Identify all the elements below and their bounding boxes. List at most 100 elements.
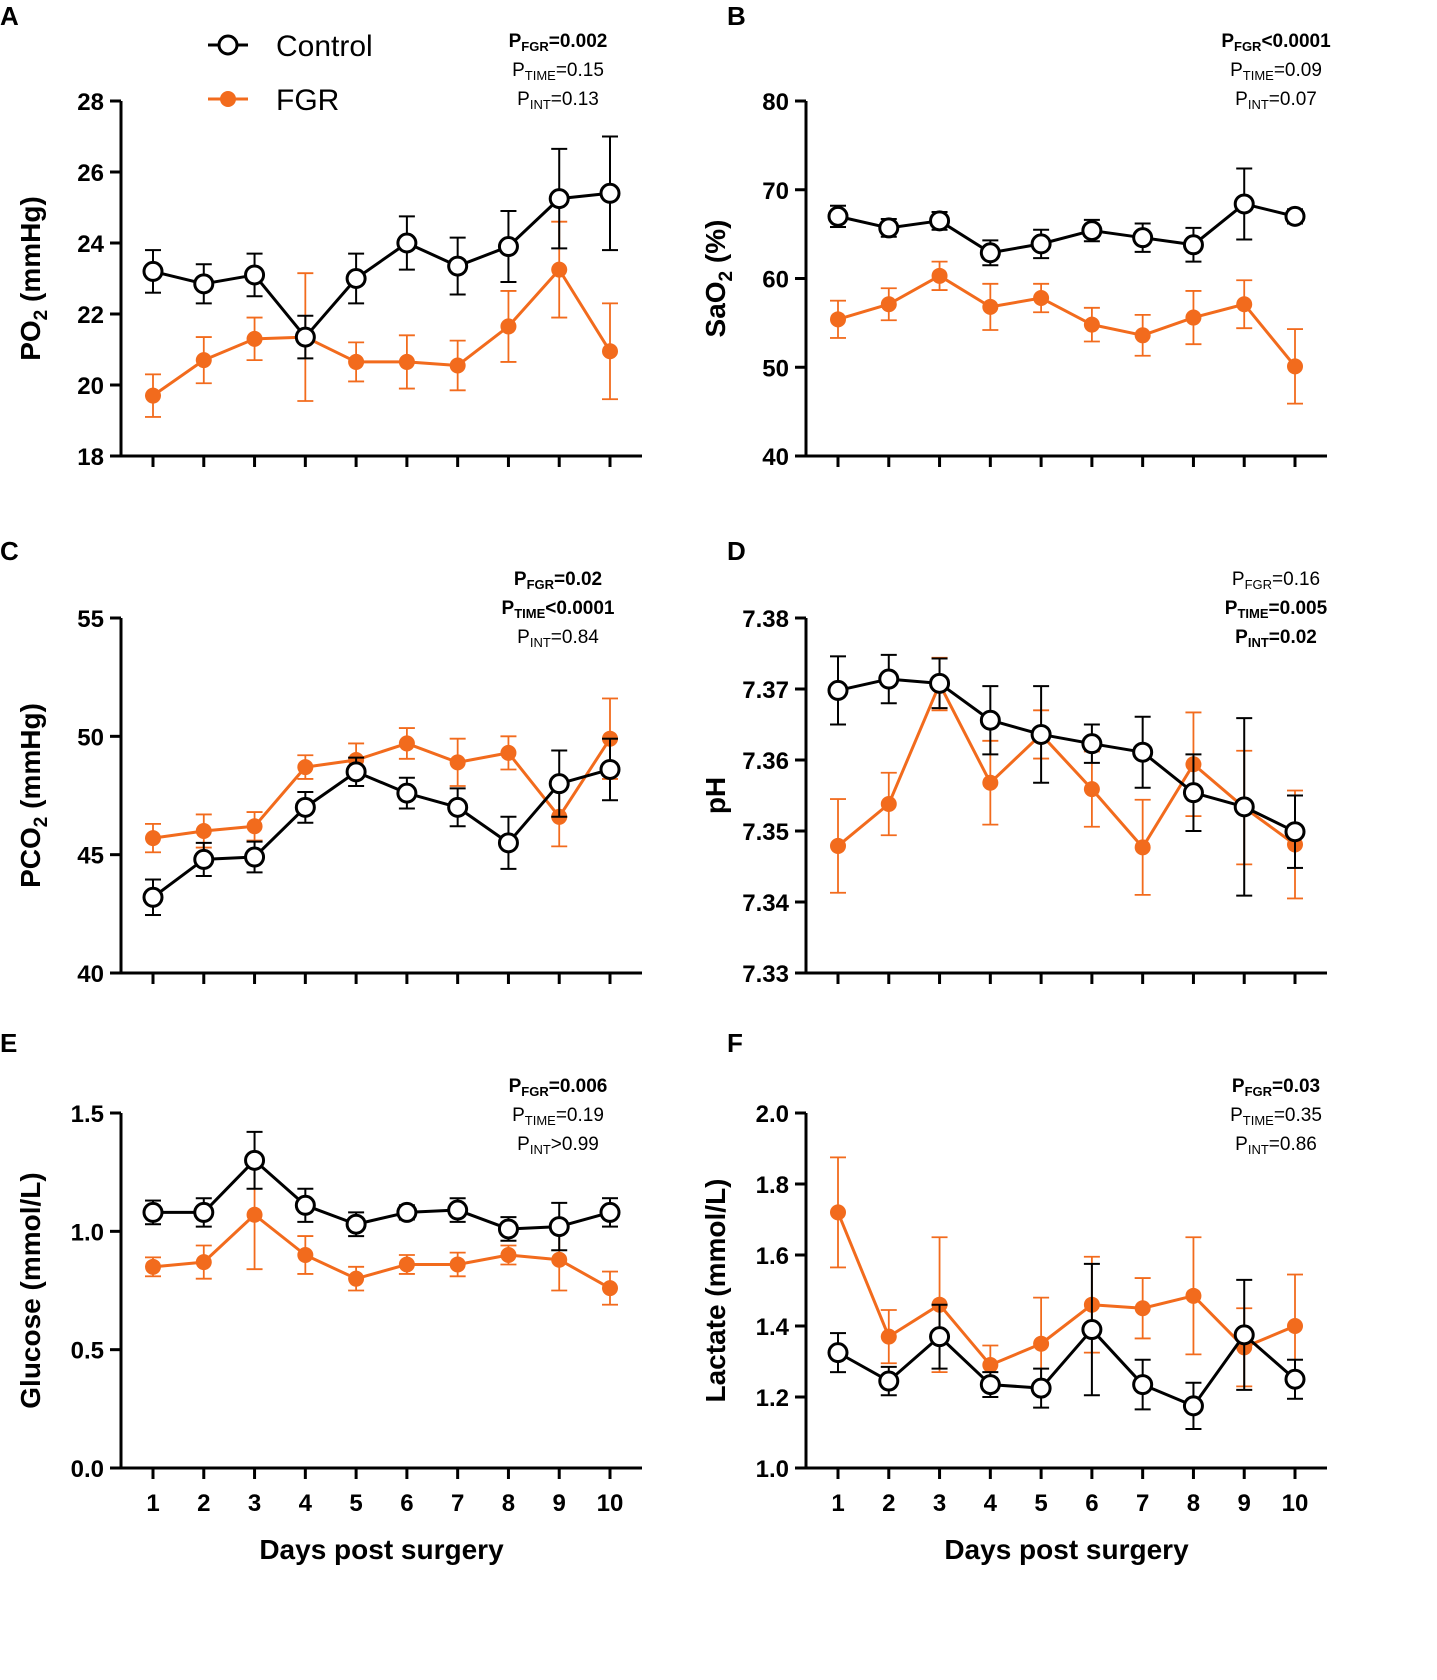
panel-a-fgr-point [145,387,161,404]
stat-subscript: INT [530,97,551,112]
panel-e-series-fgr [145,1159,618,1306]
panel-a-fgr-point [195,352,212,369]
panel-c-series-control [142,737,621,917]
panel-f-ylabel: Lactate (mmol/L) [700,1178,731,1402]
panel-d-ytick-label: 7.33 [742,961,789,988]
legend-fgr-label: FGR [276,84,339,117]
panel-c-control-point [447,796,469,818]
panel-f-ylabel-main: Lactate (mmol/L) [700,1178,731,1402]
legend-fgr-marker [220,91,236,107]
stat-value: =0.13 [551,89,599,110]
panel-f-xtick-label: 3 [933,1490,946,1517]
panel-f-ytick-label: 1.2 [756,1385,789,1412]
panel-c-fgr-point [195,823,212,839]
panel-f-stat-time: PTIME=0.35 [1230,1105,1322,1128]
panel-f: F 1.0 1.2 1.4 1.6 1.8 2.0 1 2 3 4 5 6 7 8 9 10 Lactate (m… [700,1028,1327,1565]
panel-e-fgr-point [246,1206,263,1223]
stat-value: =0.35 [1274,1105,1322,1126]
panel-e-fgr-point [348,1270,365,1287]
panel-b-ytick-label: 60 [762,267,789,294]
panel-a-control-point [447,255,469,277]
panel-b-fgr-point [1033,290,1050,307]
panel-b-fgr-point [1236,296,1253,313]
panel-c-ytick-label: 55 [77,606,104,633]
panel-d-control-point [1132,741,1154,763]
panel-e-xtick-label: 1 [146,1490,159,1517]
panel-c-control-point [142,886,164,908]
panel-e-xtick-label: 5 [349,1490,362,1517]
panel-b-letter: B [727,1,746,31]
panel-b-fgr-line [837,274,1297,368]
stat-p: P [1232,1076,1245,1097]
panel-b-ylabel: SaO2 (%) [700,220,737,338]
panel-a-series-fgr [145,220,618,418]
panel-d-ylabel: pH [700,777,731,814]
panel-c-fgr-point [297,759,314,776]
panel-d-ytick-label: 7.36 [742,748,789,775]
stat-subscript: TIME [525,1113,556,1128]
panel-a-ylabel-sub: 2 [31,310,52,321]
panel-d-control-point [1081,733,1103,755]
panel-f-xtick-label: 9 [1238,1490,1251,1517]
stat-value: =0.07 [1269,89,1317,110]
panel-d-fgr-point [830,837,846,854]
panel-a-ytick-label: 24 [77,231,104,258]
panel-e-control-point [244,1149,266,1171]
panel-d-ytick-label: 7.34 [742,890,789,917]
stat-subscript: TIME [1237,606,1268,621]
panel-d-control-point [1030,723,1052,745]
panel-f-xtick-label: 6 [1085,1490,1098,1517]
panel-f-control-line [837,1328,1296,1408]
panel-d-stat-int: PINT=0.02 [1235,627,1317,650]
panel-e-control-point [497,1218,519,1240]
panel-a-control-point [497,236,519,258]
panel-e-ytick-label: 1.5 [71,1101,104,1128]
stat-p: P [1235,627,1248,648]
panel-e-fgr-point [449,1256,466,1273]
panel-c-control-point [599,758,621,780]
stat-subscript: TIME [514,606,545,621]
panel-c-fgr-point [500,744,517,761]
stat-p: P [509,31,522,52]
panel-c-ytick-label: 50 [77,724,104,751]
stat-value: <0.0001 [1261,31,1331,52]
panel-d-control-point [979,709,1001,731]
panel-c-ylabel: PCO2 (mmHg) [15,703,52,888]
panel-f-xtick-label: 7 [1136,1490,1149,1517]
panel-f-ytick-label: 1.8 [756,1172,789,1199]
panel-a-ytick-label: 20 [77,373,104,400]
panel-d-control-point [878,668,900,690]
stat-p: P [512,60,525,81]
panel-e-xtick-label: 7 [451,1490,464,1517]
panel-d-control-point [1233,796,1255,818]
stat-subscript: FGR [1245,1084,1273,1099]
panel-e-ylabel-main: Glucose (mmol/L) [15,1172,46,1408]
panel-c-fgr-point [398,735,415,752]
panel-b-control-point [1233,193,1255,215]
panel-a-ylabel-suffix: (mmHg) [15,196,46,310]
panel-c-fgr-point [145,830,161,847]
panel-e-fgr-point [551,1251,568,1268]
panel-d-control-point [929,672,951,694]
panel-f-fgr-point [982,1357,999,1374]
panel-c-ytick-label: 45 [77,843,104,870]
panel-e-control-point [142,1201,164,1223]
panel-a-control-point [294,326,316,348]
panel-d-control-point [827,679,849,701]
panel-f-xtick-label: 10 [1282,1490,1309,1517]
panel-a-stat-fgr: PFGR=0.002 [509,31,608,54]
panel-b-series-control [827,167,1306,267]
panel-e-ytick-label: 0.0 [71,1456,104,1483]
panel-f-fgr-line [836,1211,1296,1367]
panel-e-fgr-point [195,1254,212,1271]
panel-d-series-fgr [830,656,1303,900]
panel-a-stat-time: PTIME=0.15 [512,60,604,83]
stat-subscript: FGR [521,39,549,54]
panel-e-fgr-line [152,1213,611,1290]
stat-p: P [1221,31,1234,52]
panel-a-control-point [548,188,570,210]
panel-c-control-line [152,768,611,899]
panel-a-fgr-line [152,268,612,397]
